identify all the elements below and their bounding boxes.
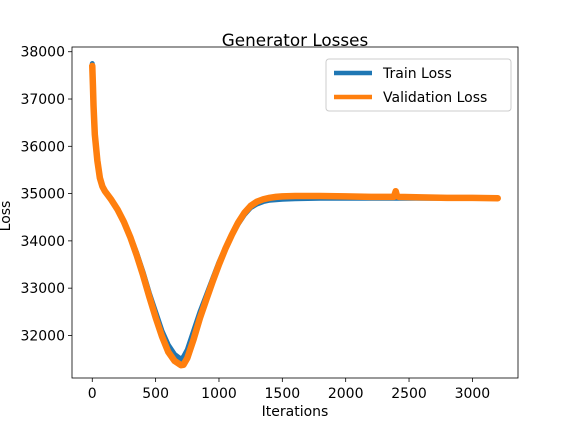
y-axis: 32000 33000 34000 35000 36000 37000 38000: [20, 45, 72, 344]
chart-title: Generator Losses: [222, 30, 368, 50]
legend-label-train-loss: Train Loss: [382, 66, 452, 82]
x-tick-label: 500: [142, 386, 169, 402]
y-tick-label: 38000: [20, 45, 65, 61]
series-layer: [89, 61, 501, 369]
y-tick-label: 32000: [20, 328, 65, 344]
y-tick-label: 33000: [20, 281, 65, 297]
legend: Train Loss Validation Loss: [325, 58, 512, 112]
y-tick-label: 34000: [20, 234, 65, 250]
y-tick-label: 37000: [20, 92, 65, 108]
plot-frame: [71, 46, 519, 379]
y-tick-label: 35000: [20, 187, 65, 203]
x-tick-label: 0: [88, 386, 97, 402]
x-tick-label: 1000: [201, 386, 237, 402]
x-axis-label: Iterations: [262, 404, 329, 420]
x-tick-label: 2000: [328, 386, 364, 402]
legend-label-validation-loss: Validation Loss: [383, 90, 487, 106]
series-line-validation-loss: [89, 62, 501, 369]
x-tick-label: 2500: [391, 386, 427, 402]
x-tick-label: 3000: [455, 386, 491, 402]
y-axis-label: Loss: [0, 201, 14, 232]
y-tick-label: 36000: [20, 139, 65, 155]
legend-box: [325, 58, 512, 112]
x-tick-label: 1500: [265, 386, 301, 402]
x-axis: 0 500 1000 1500 2000 2500 3000: [88, 378, 490, 402]
